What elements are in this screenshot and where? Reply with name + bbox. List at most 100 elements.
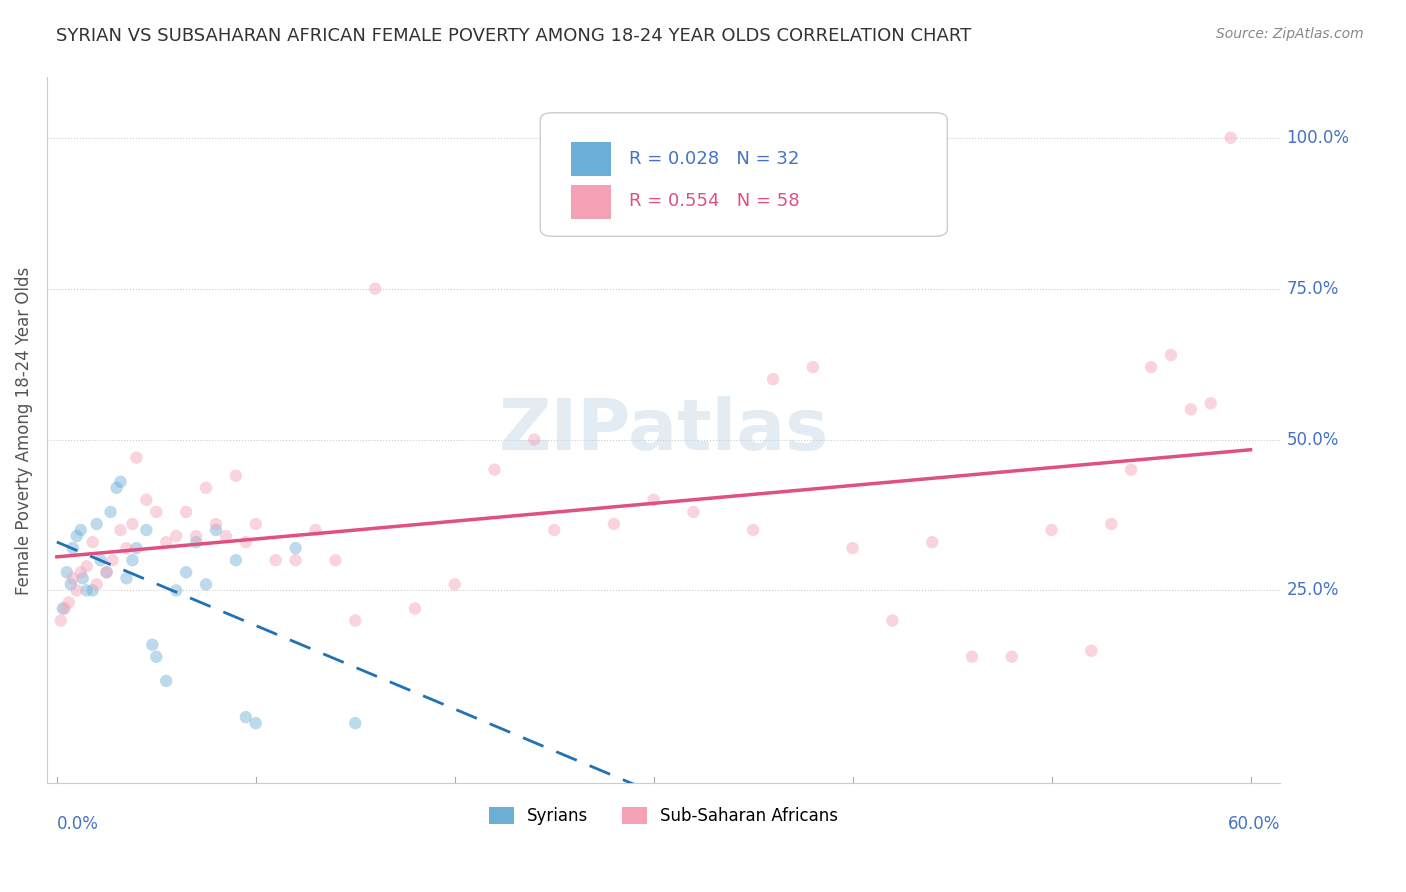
Point: [841, 541, 863, 556]
Y-axis label: Female Poverty Among 18-24 Year Olds: Female Poverty Among 18-24 Year Olds: [15, 267, 32, 595]
Point: [344, 614, 367, 628]
Point: [184, 529, 207, 543]
Text: R = 0.554   N = 58: R = 0.554 N = 58: [628, 192, 800, 210]
Text: 60.0%: 60.0%: [1227, 815, 1281, 833]
Point: [225, 468, 247, 483]
Point: [96, 566, 118, 580]
Point: [543, 523, 565, 537]
Point: [1180, 402, 1202, 417]
Text: SYRIAN VS SUBSAHARAN AFRICAN FEMALE POVERTY AMONG 18-24 YEAR OLDS CORRELATION CH: SYRIAN VS SUBSAHARAN AFRICAN FEMALE POVE…: [56, 27, 972, 45]
Point: [76, 559, 98, 574]
Point: [1140, 360, 1163, 375]
Point: [742, 523, 765, 537]
Point: [235, 710, 257, 724]
Point: [49, 614, 72, 628]
Point: [66, 583, 89, 598]
Text: 50.0%: 50.0%: [1286, 431, 1339, 449]
Text: 100.0%: 100.0%: [1286, 128, 1350, 147]
Point: [76, 583, 98, 598]
Point: [184, 535, 207, 549]
Point: [762, 372, 785, 386]
FancyBboxPatch shape: [571, 185, 610, 219]
Point: [105, 481, 128, 495]
Point: [484, 463, 506, 477]
Point: [121, 516, 143, 531]
Point: [145, 505, 167, 519]
Text: Source: ZipAtlas.com: Source: ZipAtlas.com: [1216, 27, 1364, 41]
Point: [155, 673, 177, 688]
Point: [135, 523, 157, 537]
Point: [72, 571, 94, 585]
Point: [523, 433, 546, 447]
Point: [174, 505, 197, 519]
Point: [165, 583, 187, 598]
Point: [205, 523, 228, 537]
Point: [69, 523, 91, 537]
Point: [100, 505, 122, 519]
Text: R = 0.028   N = 32: R = 0.028 N = 32: [628, 150, 800, 168]
Point: [960, 649, 983, 664]
Point: [921, 535, 943, 549]
Point: [125, 541, 148, 556]
Point: [364, 282, 387, 296]
Point: [62, 541, 84, 556]
Point: [69, 566, 91, 580]
Legend: Syrians, Sub-Saharan Africans: Syrians, Sub-Saharan Africans: [482, 800, 845, 831]
Point: [882, 614, 904, 628]
Point: [195, 577, 218, 591]
Point: [155, 535, 177, 549]
Point: [245, 516, 267, 531]
Point: [62, 571, 84, 585]
Point: [801, 360, 824, 375]
Point: [58, 595, 80, 609]
Point: [59, 577, 82, 591]
Point: [245, 716, 267, 731]
Point: [195, 481, 218, 495]
Point: [125, 450, 148, 465]
Point: [235, 535, 257, 549]
Point: [66, 529, 89, 543]
Point: [86, 516, 108, 531]
Point: [101, 553, 124, 567]
Point: [90, 553, 112, 567]
Point: [141, 638, 163, 652]
Point: [82, 583, 104, 598]
Point: [82, 535, 104, 549]
Point: [1199, 396, 1222, 410]
Point: [165, 529, 187, 543]
FancyBboxPatch shape: [571, 143, 610, 177]
Point: [205, 516, 228, 531]
Point: [1160, 348, 1182, 362]
Text: 0.0%: 0.0%: [56, 815, 98, 833]
Point: [110, 475, 132, 489]
Point: [115, 541, 138, 556]
Point: [215, 529, 238, 543]
Point: [1080, 644, 1102, 658]
Point: [110, 523, 132, 537]
Point: [264, 553, 287, 567]
FancyBboxPatch shape: [540, 112, 948, 236]
Point: [643, 492, 665, 507]
Point: [304, 523, 326, 537]
Point: [53, 601, 76, 615]
Point: [284, 541, 307, 556]
Point: [55, 566, 77, 580]
Point: [1099, 516, 1122, 531]
Point: [86, 577, 108, 591]
Point: [225, 553, 247, 567]
Point: [603, 516, 626, 531]
Point: [1121, 463, 1143, 477]
Text: 75.0%: 75.0%: [1286, 280, 1339, 298]
Point: [344, 716, 367, 731]
Point: [682, 505, 704, 519]
Point: [404, 601, 426, 615]
Point: [1219, 130, 1241, 145]
Point: [1001, 649, 1024, 664]
Point: [174, 566, 197, 580]
Point: [135, 492, 157, 507]
Text: 25.0%: 25.0%: [1286, 582, 1339, 599]
Point: [284, 553, 307, 567]
Point: [145, 649, 167, 664]
Text: ZIPatlas: ZIPatlas: [499, 396, 828, 465]
Point: [443, 577, 465, 591]
